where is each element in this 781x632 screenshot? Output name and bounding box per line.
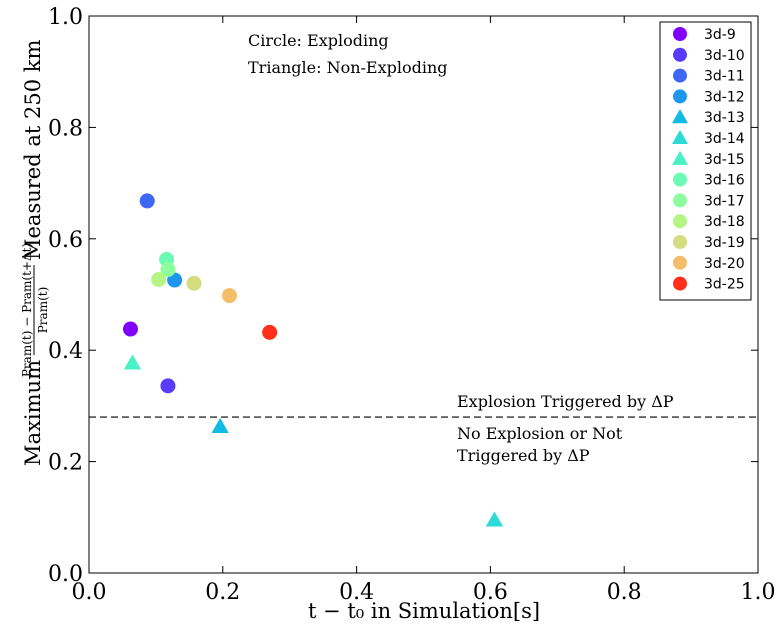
point-3d-10: [160, 378, 176, 394]
legend-marker-3d-16: [673, 172, 687, 187]
point-3d-14: [485, 511, 504, 527]
legend-label-3d-15: 3d-15: [704, 152, 745, 168]
data-points: [122, 193, 504, 527]
legend-label-3d-17: 3d-17: [704, 193, 745, 209]
legend-label-3d-13: 3d-13: [704, 110, 745, 126]
legend-label-3d-16: 3d-16: [704, 173, 745, 189]
legend-marker-3d-17: [673, 193, 687, 208]
legend-marker-3d-10: [673, 47, 687, 62]
legend-label-3d-14: 3d-14: [704, 131, 745, 147]
legend-marker-3d-12: [673, 89, 687, 104]
annotation-triangle-note: Triangle: Non-Exploding: [248, 58, 448, 77]
annotation-below-line-1: No Explosion or Not: [457, 424, 623, 443]
point-3d-18: [151, 271, 167, 287]
legend-label-3d-20: 3d-20: [704, 256, 745, 272]
y-tick-label: 0.8: [48, 116, 83, 141]
legend-label-3d-19: 3d-19: [704, 235, 745, 251]
x-tick-label: 0.2: [205, 580, 240, 605]
x-tick-label: 0.8: [607, 580, 642, 605]
point-3d-19: [186, 275, 202, 291]
x-tick-label: 0.4: [339, 580, 374, 605]
y-tick-label: 0.0: [48, 562, 83, 587]
point-3d-9: [122, 321, 138, 337]
legend-marker-3d-14: [671, 129, 689, 145]
legend-label-3d-12: 3d-12: [704, 89, 745, 105]
point-3d-13: [211, 417, 229, 433]
x-axis-label: t − t₀ in Simulation[s]: [308, 599, 540, 623]
legend-marker-3d-20: [673, 255, 687, 270]
y-tick-label: 0.6: [48, 228, 83, 253]
annotation-above-line: Explosion Triggered by ΔP: [457, 392, 674, 411]
annotation-circle-note: Circle: Exploding: [248, 31, 389, 50]
y-axis-label-prefix: Maximum: [21, 360, 45, 466]
plot-frame: [88, 15, 759, 574]
legend-marker-3d-11: [673, 68, 687, 83]
y-tick-label: 0.2: [48, 451, 83, 476]
legend: 3d-9 3d-10 3d-11 3d-12 3d-13 3d-14 3d-15 3d-16 3…: [659, 21, 752, 301]
legend-marker-3d-19: [673, 235, 687, 249]
point-3d-20: [221, 288, 237, 304]
y-axis-label-denominator: Pram(t): [36, 287, 50, 334]
legend-marker-3d-15: [671, 150, 689, 165]
legend-label-3d-11: 3d-11: [704, 69, 745, 85]
legend-marker-3d-25: [673, 276, 687, 291]
legend-marker-3d-18: [673, 214, 687, 229]
point-3d-11: [139, 193, 155, 209]
y-tick-label: 0.4: [48, 339, 83, 364]
point-3d-17: [160, 261, 176, 277]
point-3d-25: [262, 324, 278, 340]
legend-marker-3d-9: [673, 27, 687, 41]
axis-ticks: [88, 15, 759, 574]
y-axis-label: Maximum Pram(t) − Pram(t+Δt) Pram(t) Mea…: [20, 40, 50, 466]
legend-label-3d-18: 3d-18: [704, 214, 745, 230]
x-tick-label: 0.6: [473, 580, 508, 605]
x-tick-label: 1.0: [741, 580, 776, 605]
y-axis-label-numerator: Pram(t) − Pram(t+Δt): [20, 243, 34, 377]
annotation-below-line-2: Triggered by ΔP: [457, 446, 590, 465]
point-3d-15: [123, 354, 142, 370]
legend-label-3d-9: 3d-9: [704, 27, 736, 43]
y-axis-label-suffix: Measured at 250 km: [21, 40, 45, 260]
legend-label-3d-10: 3d-10: [704, 48, 745, 64]
x-tick-label: 0.0: [72, 580, 107, 605]
y-tick-label: 1.0: [48, 5, 83, 30]
legend-marker-3d-13: [671, 109, 689, 124]
legend-label-3d-25: 3d-25: [704, 277, 745, 293]
axis-tick-labels: 0.0 0.2 0.4 0.6 0.8 1.0 0.0 0.2 0.4 0.6 0.8 1.0: [48, 5, 776, 605]
